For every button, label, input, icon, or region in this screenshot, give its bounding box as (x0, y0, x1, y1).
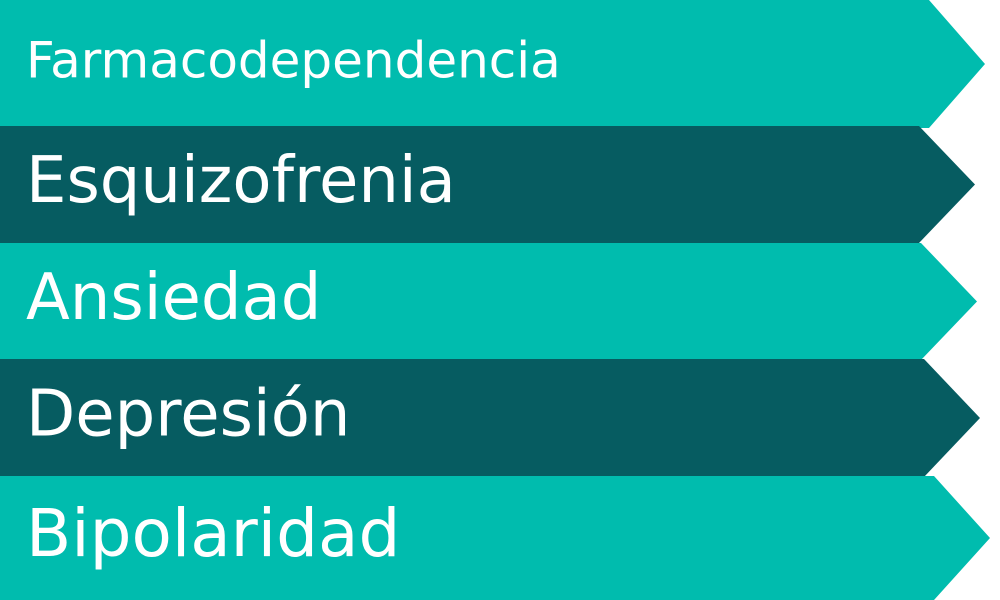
arrow-item: Bipolaridad (0, 476, 990, 600)
arrow-label: Depresión (26, 378, 350, 452)
arrow-label: Farmacodependencia (26, 32, 561, 90)
arrow-label: Ansiedad (26, 261, 321, 335)
arrow-shape (0, 476, 990, 600)
arrow-item: Depresión (0, 359, 980, 477)
arrow-shape (0, 359, 980, 477)
arrow-item: Ansiedad (0, 243, 977, 360)
arrow-shape (0, 126, 975, 243)
arrow-label: Esquizofrenia (26, 144, 456, 218)
arrow-item: Esquizofrenia (0, 126, 975, 243)
arrow-shape (0, 243, 977, 360)
arrow-item: Farmacodependencia (0, 0, 985, 128)
arrow-label: Bipolaridad (26, 495, 400, 572)
arrow-shape (0, 0, 985, 128)
